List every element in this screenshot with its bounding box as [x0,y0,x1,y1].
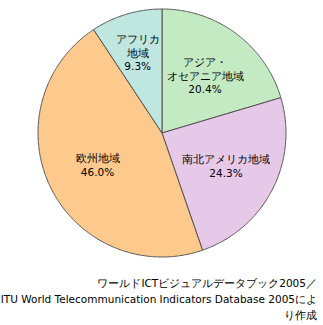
svg-text:アジア・オセアニア地域20.4%: アジア・オセアニア地域20.4% [167,56,244,95]
svg-text:欧州地域46.0%: 欧州地域46.0% [76,152,120,178]
html-text:ITU World Telecommunication In: ITU World Telecommunication Indicators D… [0,293,317,321]
html-text:ワールドICTビジュアルデータブック2005／: ワールドICTビジュアルデータブック2005／ [97,277,317,289]
svg-text:アフリカ地域9.3%: アフリカ地域9.3% [116,33,160,72]
svg-text:南北アメリカ地域24.3%: 南北アメリカ地域24.3% [182,153,270,179]
